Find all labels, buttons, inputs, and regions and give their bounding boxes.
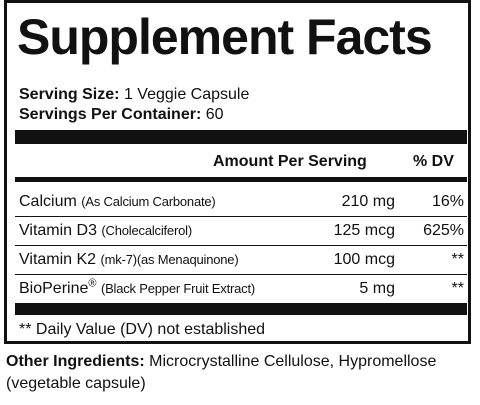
registered-mark: ®	[88, 277, 97, 290]
servings-per-container-label: Servings Per Container:	[19, 106, 202, 123]
nutrient-name-vitamin-d3: Vitamin D3 (Cholecalciferol)	[19, 221, 192, 241]
nutrient-source: (mk-7)(as Menaquinone)	[100, 252, 239, 267]
nutrient-amount: 100 mcg	[333, 251, 395, 268]
thick-divider-top	[15, 130, 467, 144]
nutrient-label: Vitamin D3	[19, 222, 97, 239]
header-percent-dv: % DV	[413, 153, 454, 170]
nutrient-label: Vitamin K2	[19, 251, 97, 268]
nutrient-source: (Cholecalciferol)	[101, 223, 192, 238]
nutrient-source: (As Calcium Carbonate)	[81, 194, 216, 209]
row-divider	[15, 274, 467, 275]
serving-size-value: 1 Veggie Capsule	[123, 86, 250, 103]
serving-size-label: Serving Size:	[19, 86, 120, 103]
nutrient-dv: **	[451, 251, 464, 268]
nutrient-label: BioPerine	[19, 280, 89, 297]
nutrient-amount: 210 mg	[341, 193, 395, 210]
servings-per-container-value: 60	[205, 106, 224, 123]
medium-divider	[15, 177, 467, 182]
other-ingredients: Other Ingredients: Microcrystalline Cell…	[6, 351, 476, 395]
nutrient-name-vitamin-k2: Vitamin K2 (mk-7)(as Menaquinone)	[19, 250, 239, 270]
other-ingredients-text: Microcrystalline Cellulose, Hypromellose…	[6, 353, 437, 392]
daily-value-footnote: ** Daily Value (DV) not established	[19, 321, 266, 338]
nutrient-name-calcium: Calcium (As Calcium Carbonate)	[19, 192, 216, 212]
nutrient-dv: **	[451, 280, 464, 297]
supplement-facts-panel: Supplement Facts Serving Size: 1 Veggie …	[4, 0, 471, 344]
nutrient-dv: 625%	[423, 222, 464, 239]
nutrient-dv: 16%	[431, 193, 464, 210]
panel-title: Supplement Facts	[17, 9, 433, 65]
servings-per-container: Servings Per Container: 60	[19, 105, 224, 125]
nutrient-source: (Black Pepper Fruit Extract)	[100, 281, 255, 296]
nutrient-amount: 125 mcg	[333, 222, 395, 239]
nutrient-amount: 5 mg	[359, 280, 395, 297]
other-ingredients-label: Other Ingredients:	[6, 353, 145, 370]
row-divider	[15, 245, 467, 246]
header-amount-per-serving: Amount Per Serving	[213, 153, 367, 170]
thick-divider-bottom	[15, 303, 467, 315]
nutrient-label: Calcium	[19, 193, 77, 210]
row-divider	[15, 216, 467, 217]
nutrient-name-bioperine: BioPerine® (Black Pepper Fruit Extract)	[19, 277, 255, 299]
serving-size: Serving Size: 1 Veggie Capsule	[19, 85, 249, 105]
